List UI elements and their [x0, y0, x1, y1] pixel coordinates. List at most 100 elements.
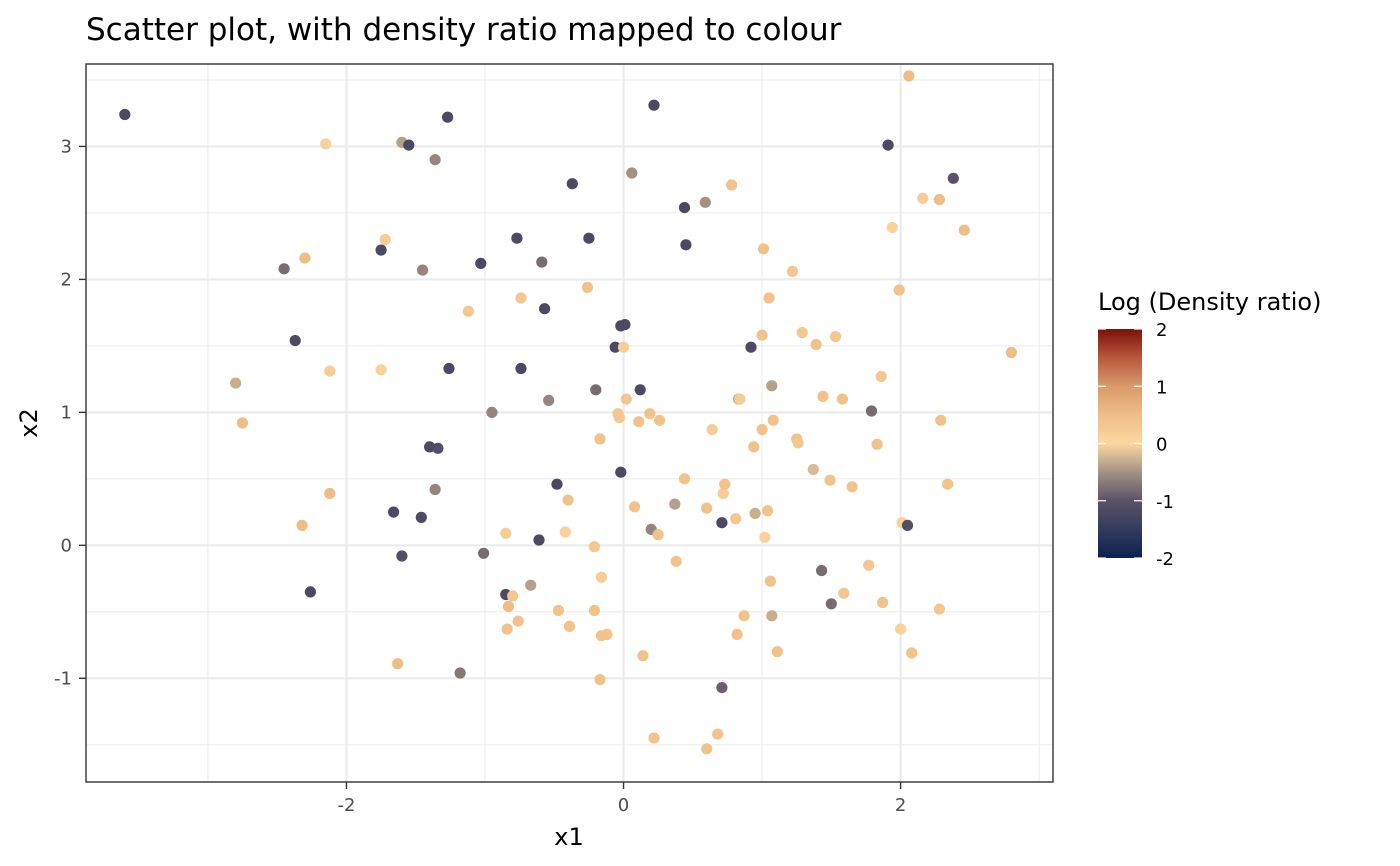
- data-point: [901, 519, 914, 532]
- data-point: [958, 224, 970, 236]
- data-point: [429, 154, 441, 166]
- data-point: [500, 527, 512, 540]
- data-point: [619, 319, 631, 331]
- data-point: [706, 424, 718, 436]
- data-point: [734, 393, 746, 405]
- legend-label: 0: [1156, 435, 1167, 456]
- data-point: [392, 658, 404, 670]
- data-point: [863, 559, 875, 571]
- data-point: [678, 202, 691, 214]
- data-point: [875, 370, 887, 383]
- data-point: [511, 232, 523, 244]
- y-tick-label: 2: [61, 269, 72, 290]
- data-point: [756, 424, 768, 436]
- legend-label: 1: [1156, 377, 1167, 398]
- data-point: [543, 394, 555, 406]
- data-point: [583, 232, 595, 244]
- data-point: [731, 628, 743, 641]
- data-point: [417, 264, 429, 276]
- data-point: [320, 138, 332, 150]
- data-point: [324, 487, 336, 500]
- data-point: [236, 417, 249, 429]
- data-point: [475, 257, 487, 269]
- data-point: [745, 341, 757, 353]
- data-point: [533, 534, 545, 546]
- data-point: [882, 139, 894, 151]
- data-point: [551, 478, 563, 490]
- data-point: [299, 252, 311, 264]
- data-point: [810, 339, 822, 351]
- data-point: [756, 329, 768, 341]
- data-point: [424, 441, 436, 453]
- data-point: [935, 414, 947, 426]
- data-point: [230, 377, 242, 389]
- data-point: [629, 501, 641, 513]
- data-point: [701, 743, 713, 755]
- data-point: [877, 596, 889, 609]
- data-point: [454, 667, 466, 679]
- data-point: [730, 513, 742, 525]
- data-point: [766, 610, 778, 622]
- data-point: [588, 541, 601, 553]
- data-point: [766, 380, 778, 392]
- data-point: [1005, 346, 1018, 359]
- data-point: [749, 507, 761, 519]
- data-point: [836, 393, 849, 405]
- plot-panel: [85, 63, 1054, 783]
- data-point: [792, 437, 804, 449]
- data-point: [552, 604, 565, 617]
- data-point: [525, 579, 537, 591]
- data-point: [563, 620, 576, 633]
- plot-background: [86, 64, 1053, 782]
- x-tick-label: 0: [618, 795, 629, 816]
- data-point: [807, 463, 819, 476]
- legend-label: -2: [1156, 549, 1174, 570]
- data-point: [588, 604, 601, 617]
- data-point: [717, 487, 729, 500]
- data-point: [764, 575, 777, 587]
- data-point: [601, 628, 613, 641]
- data-point: [559, 526, 571, 538]
- data-point: [816, 565, 828, 577]
- data-point: [886, 221, 898, 234]
- data-point: [644, 408, 656, 420]
- data-point: [590, 384, 602, 396]
- y-tick-label: 0: [61, 535, 72, 556]
- data-point: [594, 433, 606, 445]
- legend: Log (Density ratio) 2 1 0 -1 -2: [1098, 288, 1321, 570]
- data-point: [581, 281, 594, 293]
- data-point: [786, 265, 799, 277]
- data-point: [652, 529, 664, 541]
- data-point: [304, 586, 316, 598]
- legend-label: -1: [1156, 492, 1174, 513]
- data-point: [871, 438, 883, 450]
- data-point: [796, 327, 808, 339]
- data-point: [712, 728, 724, 740]
- data-point: [375, 364, 387, 376]
- data-point: [486, 406, 498, 418]
- data-point: [933, 194, 946, 206]
- data-point: [699, 196, 711, 208]
- data-point: [396, 550, 408, 562]
- data-point: [680, 239, 692, 251]
- data-point: [595, 571, 608, 583]
- data-point: [893, 284, 905, 296]
- data-point: [432, 442, 444, 454]
- data-point: [633, 416, 645, 428]
- data-point: [403, 139, 415, 151]
- data-point: [846, 481, 858, 493]
- data-point: [726, 179, 738, 191]
- data-point: [615, 466, 627, 478]
- data-point: [670, 555, 682, 567]
- data-point: [617, 341, 630, 353]
- data-point: [757, 243, 770, 255]
- data-point: [442, 111, 454, 123]
- data-point: [906, 647, 918, 659]
- data-point: [443, 362, 455, 375]
- data-point: [539, 303, 551, 315]
- data-point: [903, 70, 915, 82]
- data-point: [501, 623, 513, 635]
- data-point: [669, 498, 681, 510]
- chart-title: Scatter plot, with density ratio mapped …: [86, 12, 842, 48]
